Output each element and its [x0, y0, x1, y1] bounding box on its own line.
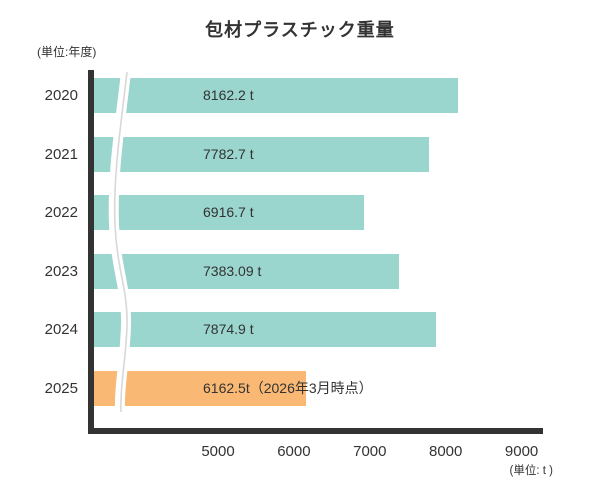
y-axis-label-2023: 2023 [44, 262, 78, 280]
bar-value-label-2025: 6162.5t（2026年3月時点） [203, 379, 373, 396]
bar-2021 [94, 136, 430, 172]
x-tick-6000: 6000 [277, 443, 311, 460]
bar-2020 [94, 78, 458, 113]
y-axis-label-2025: 2025 [44, 379, 78, 397]
bar-2024 [94, 312, 437, 347]
y-axis-line [88, 70, 94, 434]
y-axis-label-2024: 2024 [44, 321, 78, 338]
y-axis-label-2021: 2021 [44, 145, 78, 163]
y-axis-label-2022: 2022 [44, 204, 78, 221]
bar-value-label-2022: 6916.7 t [203, 204, 254, 220]
x-axis-line [88, 428, 543, 434]
x-axis-unit-label: (単位: t ) [509, 465, 553, 477]
x-tick-9000: 9000 [504, 443, 539, 460]
bar-value-label-2020: 8162.2 t [203, 87, 254, 103]
bar-2023 [94, 253, 399, 289]
y-axis-unit-label: (単位:年度) [37, 45, 97, 59]
bar-value-label-2023: 7383.09 t [203, 262, 262, 279]
bar-value-label-2024: 7874.9 t [203, 321, 254, 337]
chart-title: 包材プラスチック重量 [205, 20, 395, 40]
x-tick-7000: 7000 [353, 443, 387, 460]
bar-value-label-2021: 7782.7 t [203, 145, 254, 162]
x-tick-5000: 5000 [201, 443, 235, 460]
x-tick-8000: 8000 [429, 443, 463, 460]
y-axis-label-2020: 2020 [44, 87, 78, 104]
bar-2022 [94, 195, 364, 230]
